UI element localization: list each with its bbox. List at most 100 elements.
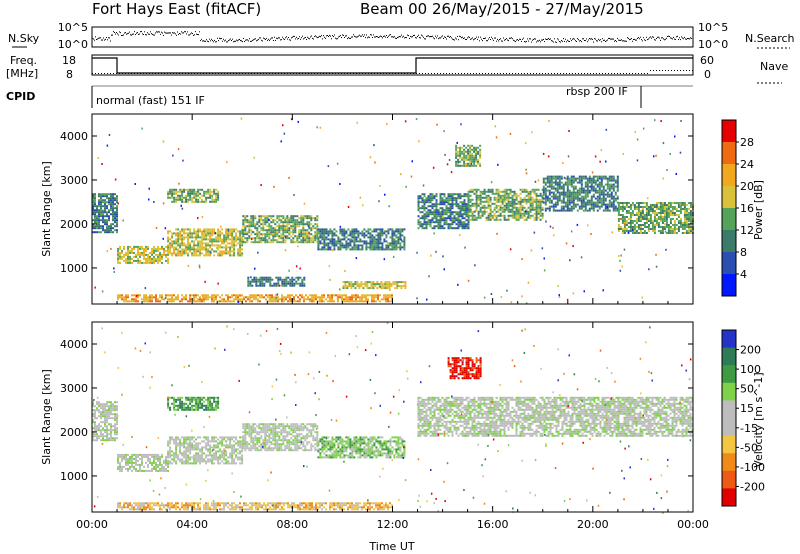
heat-cell <box>262 215 264 217</box>
heat-cell <box>455 145 457 147</box>
heat-cell <box>155 294 157 296</box>
heat-cell <box>418 227 420 229</box>
heat-cell <box>455 147 457 149</box>
heat-cell <box>143 256 145 258</box>
heat-cell <box>177 195 179 197</box>
heat-cell <box>593 180 595 182</box>
noise-point <box>466 39 467 40</box>
heat-cell <box>363 294 365 296</box>
nave-point <box>587 73 588 74</box>
heat-cell <box>356 283 358 285</box>
heat-cell <box>518 195 520 197</box>
heat-cell <box>252 221 254 223</box>
heat-cell <box>494 209 496 211</box>
heat-cell <box>488 203 490 205</box>
heat-cell <box>269 298 271 300</box>
heat-cell <box>205 234 207 236</box>
heat-cell <box>276 221 278 223</box>
nave-point <box>647 73 648 74</box>
noise-point <box>350 38 351 39</box>
heat-cell <box>167 252 169 254</box>
heat-cell <box>361 244 363 246</box>
heat-cell <box>595 184 597 186</box>
heat-cell <box>104 221 106 223</box>
heat-cell <box>366 287 368 289</box>
freq-label-line1: Freq. <box>10 54 37 67</box>
heat-cell <box>181 195 183 197</box>
noise-point <box>407 35 408 36</box>
heat-cell <box>250 233 252 235</box>
heat-cell <box>153 250 155 252</box>
heat-cell <box>273 298 275 300</box>
heat-cell <box>233 252 235 254</box>
heat-cell <box>613 178 615 180</box>
heat-cell <box>250 219 252 221</box>
heat-cell <box>375 244 377 246</box>
heat-cell <box>644 216 646 218</box>
heat-cell <box>634 228 636 230</box>
heat-cell <box>686 222 688 224</box>
heat-cell <box>183 248 185 250</box>
heat-cell <box>488 189 490 191</box>
heat-cell <box>646 204 648 206</box>
heat-cell <box>571 184 573 186</box>
heat-cell <box>389 236 391 238</box>
heat-cell <box>94 195 96 197</box>
noise-point <box>326 35 327 36</box>
nave-point <box>542 73 543 74</box>
heat-cell <box>538 217 540 219</box>
heat-cell <box>516 203 518 205</box>
nave-point <box>578 73 579 74</box>
heat-cell <box>183 296 185 298</box>
heat-cell <box>591 188 593 190</box>
noise-point <box>450 36 451 37</box>
heat-cell <box>389 228 391 230</box>
noise-point <box>584 40 585 41</box>
heat-cell <box>618 230 620 232</box>
heat-cell <box>308 223 310 225</box>
heat-cell <box>313 296 315 298</box>
noise-point <box>419 37 420 38</box>
heat-cell <box>650 222 652 224</box>
heat-cell <box>373 294 375 296</box>
heat-cell <box>264 233 266 235</box>
heat-cell <box>290 217 292 219</box>
heat-cell <box>686 212 688 214</box>
heat-cell <box>195 232 197 234</box>
heat-cell <box>258 235 260 237</box>
heat-cell <box>385 240 387 242</box>
heat-cell <box>302 237 304 239</box>
heat-cell <box>444 223 446 225</box>
heat-cell <box>319 242 321 244</box>
heat-cell <box>215 298 217 300</box>
heat-cell <box>490 201 492 203</box>
heat-cell <box>185 228 187 230</box>
heat-cell <box>464 217 466 219</box>
heat-cell <box>520 205 522 207</box>
heat-cell <box>472 203 474 205</box>
heat-cell <box>215 195 217 197</box>
heat-cell <box>353 238 355 240</box>
heat-cell <box>281 281 283 283</box>
heat-cell <box>341 294 343 296</box>
heat-cell <box>131 298 133 300</box>
heat-cell <box>175 189 177 191</box>
heat-cell <box>581 184 583 186</box>
heat-cell <box>456 203 458 205</box>
nave-point <box>146 73 147 74</box>
heat-cell <box>654 218 656 220</box>
heat-cell <box>304 217 306 219</box>
heat-cell <box>217 244 219 246</box>
heat-cell <box>506 191 508 193</box>
heat-cell <box>430 219 432 221</box>
heat-cell <box>506 199 508 201</box>
heat-cell <box>199 201 201 203</box>
heat-cell <box>591 182 593 184</box>
heat-cell <box>555 176 557 178</box>
heat-cell <box>100 193 102 195</box>
heat-cell <box>593 202 595 204</box>
heat-cell <box>256 235 258 237</box>
noise-point <box>335 38 336 39</box>
heat-cell <box>473 165 475 167</box>
heat-cell <box>104 215 106 217</box>
